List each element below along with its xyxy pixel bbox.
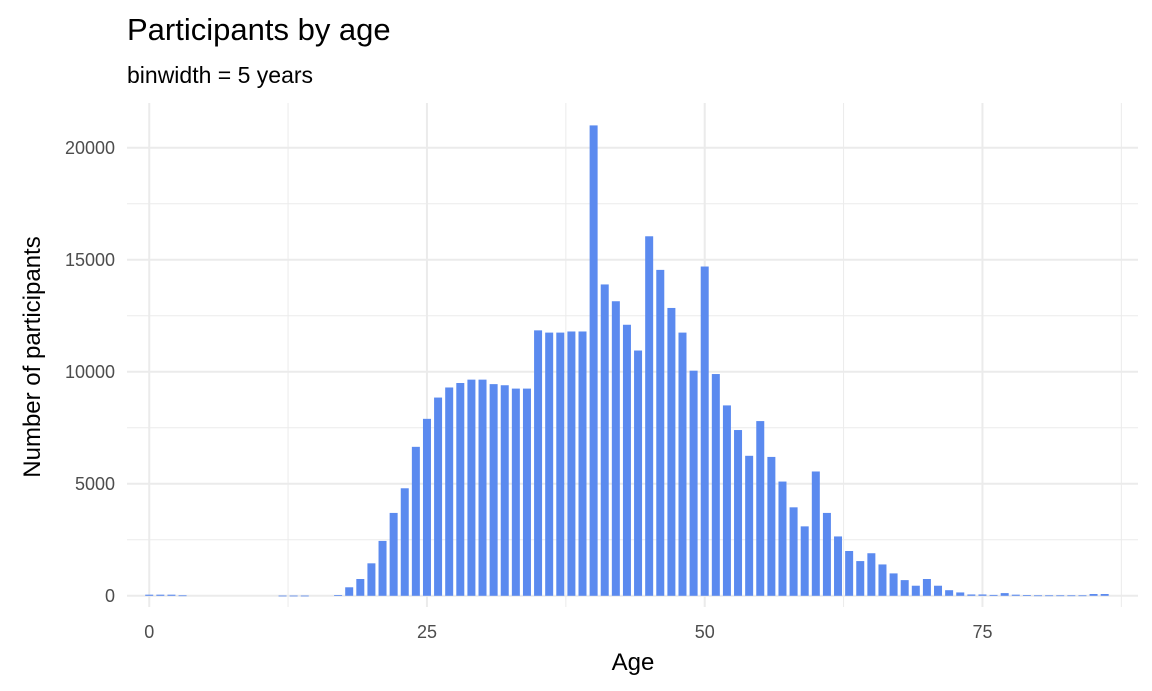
bar — [489, 384, 498, 596]
y-tick-label: 10000 — [65, 362, 115, 382]
bar — [967, 594, 976, 596]
x-tick-label: 50 — [695, 622, 715, 642]
bar — [167, 594, 176, 596]
bar — [578, 331, 587, 596]
bar — [156, 594, 165, 596]
y-axis-ticks: 0 5000 10000 15000 20000 — [65, 138, 115, 606]
bar — [289, 595, 298, 597]
bar — [756, 421, 765, 596]
bar — [1000, 593, 1009, 596]
y-tick-label: 20000 — [65, 138, 115, 158]
bar — [911, 585, 920, 596]
chart-title: Participants by age — [127, 12, 391, 47]
bar — [778, 481, 787, 596]
bar — [922, 579, 931, 596]
bar — [700, 266, 709, 596]
bars — [145, 125, 1109, 597]
bar — [478, 379, 487, 596]
bar — [978, 594, 987, 596]
bar — [711, 374, 720, 596]
bar — [522, 388, 531, 596]
bar — [589, 125, 598, 596]
bar — [511, 388, 520, 596]
bar — [734, 430, 743, 596]
bar — [611, 301, 620, 596]
bar — [500, 385, 509, 596]
bar — [1022, 595, 1031, 596]
x-axis-title: Age — [612, 649, 655, 676]
bar — [545, 332, 554, 596]
chart-subtitle: binwidth = 5 years — [127, 62, 313, 88]
bar — [356, 579, 365, 596]
bar — [1011, 594, 1020, 596]
bar — [645, 236, 654, 596]
bar — [834, 536, 843, 596]
bar — [767, 456, 776, 596]
bar — [1100, 594, 1109, 596]
bar — [678, 332, 687, 596]
bar — [800, 526, 809, 596]
y-axis-title: Number of participants — [19, 236, 46, 477]
bar — [389, 512, 398, 596]
bar — [745, 455, 754, 596]
x-tick-label: 25 — [417, 622, 437, 642]
bar — [822, 512, 831, 596]
bar — [145, 594, 154, 596]
bar — [400, 488, 409, 596]
bar — [634, 350, 643, 596]
bar — [278, 595, 287, 597]
bar — [300, 595, 309, 597]
grid-lines — [127, 103, 1138, 607]
bar — [411, 446, 420, 596]
bar — [934, 585, 943, 596]
bar — [1034, 595, 1043, 597]
bar — [989, 594, 998, 596]
bar — [1078, 595, 1087, 597]
bar — [889, 573, 898, 596]
bar — [878, 564, 887, 596]
bar — [722, 405, 731, 596]
x-axis-ticks: 0 25 50 75 — [144, 622, 992, 642]
bar — [656, 269, 665, 596]
bar — [667, 307, 676, 596]
bar — [622, 324, 631, 596]
bar — [534, 330, 543, 596]
bar — [945, 590, 954, 596]
bar — [367, 563, 376, 596]
x-tick-label: 75 — [972, 622, 992, 642]
bar — [567, 331, 576, 596]
y-tick-label: 5000 — [75, 474, 115, 494]
bar — [1045, 595, 1054, 597]
bar — [556, 332, 565, 596]
bar — [856, 561, 865, 596]
bar — [900, 580, 909, 596]
x-tick-label: 0 — [144, 622, 154, 642]
bar — [689, 370, 698, 596]
bar — [178, 595, 187, 597]
bar — [1067, 595, 1076, 597]
y-tick-label: 15000 — [65, 250, 115, 270]
bar — [600, 284, 609, 596]
bar — [1089, 594, 1098, 596]
bar — [445, 387, 454, 596]
bar — [434, 397, 443, 596]
y-tick-label: 0 — [105, 586, 115, 606]
bar — [334, 595, 343, 596]
bar — [345, 587, 354, 596]
bar — [811, 471, 820, 596]
bar — [378, 540, 387, 596]
bar — [867, 553, 876, 596]
bar — [467, 379, 476, 596]
bar — [456, 383, 465, 596]
bar — [956, 592, 965, 596]
bar — [845, 551, 854, 596]
bar — [422, 418, 431, 596]
bar — [789, 507, 798, 596]
bar — [1056, 595, 1065, 597]
